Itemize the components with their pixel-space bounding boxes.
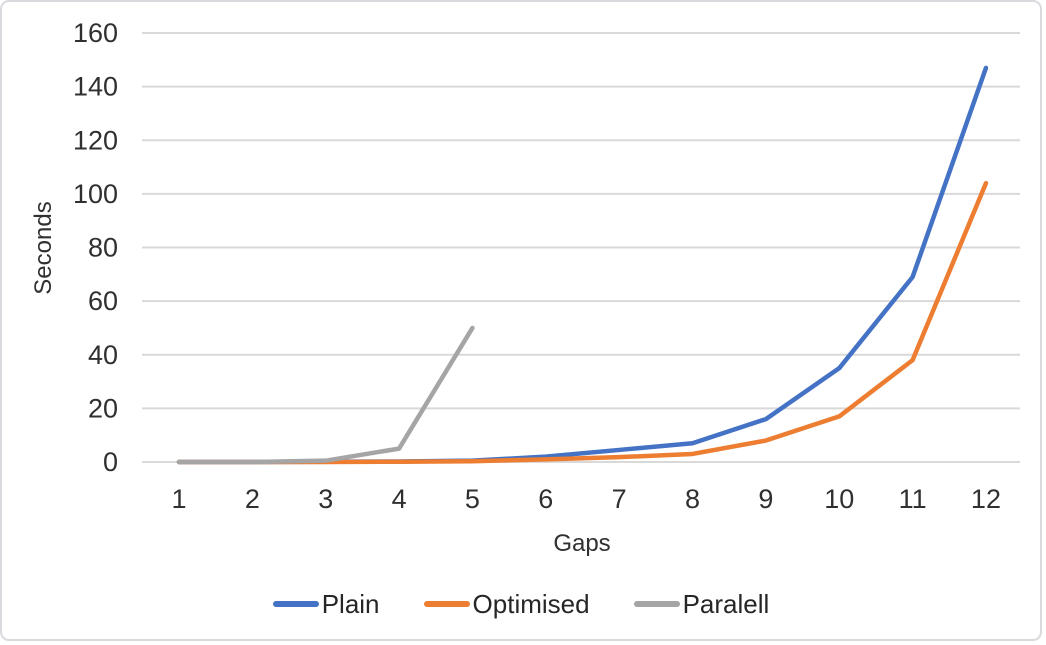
- x-tick-label: 9: [758, 484, 773, 514]
- y-tick-label: 160: [73, 18, 118, 48]
- series-line-plain: [176, 65, 989, 465]
- x-tick-label: 2: [245, 484, 260, 514]
- y-tick-label: 140: [73, 72, 118, 102]
- legend-swatch: [423, 601, 470, 607]
- legend-label: Optimised: [472, 589, 590, 619]
- legend-swatch: [272, 601, 319, 607]
- legend: Plain Optimised Paralell: [2, 591, 1040, 617]
- series-line-optimised: [176, 180, 989, 465]
- legend-swatch: [633, 601, 680, 607]
- legend-label: Plain: [321, 589, 380, 619]
- legend-item-paralell: Paralell: [633, 589, 770, 619]
- y-tick-label: 80: [88, 233, 118, 263]
- y-axis-title: Seconds: [30, 201, 57, 295]
- y-tick-label: 100: [73, 179, 118, 209]
- series-line-paralell: [176, 325, 475, 465]
- y-tick-label: 40: [88, 340, 118, 370]
- legend-item-plain: Plain: [272, 589, 380, 619]
- x-tick-label: 10: [824, 484, 854, 514]
- x-tick-label: 6: [538, 484, 553, 514]
- x-tick-label: 5: [465, 484, 480, 514]
- x-axis-title: Gaps: [553, 530, 611, 557]
- x-tick-label: 3: [318, 484, 333, 514]
- y-tick-label: 120: [73, 125, 118, 155]
- y-tick-label: 0: [103, 447, 118, 477]
- x-tick-label: 12: [971, 484, 1001, 514]
- y-tick-label: 60: [88, 286, 118, 316]
- x-tick-label: 4: [392, 484, 407, 514]
- x-tick-label: 8: [685, 484, 700, 514]
- x-tick-label: 1: [171, 484, 186, 514]
- legend-item-optimised: Optimised: [423, 589, 590, 619]
- y-tick-label: 20: [88, 393, 118, 423]
- x-tick-label: 7: [612, 484, 627, 514]
- x-tick-label: 11: [899, 484, 927, 514]
- legend-label: Paralell: [682, 589, 770, 619]
